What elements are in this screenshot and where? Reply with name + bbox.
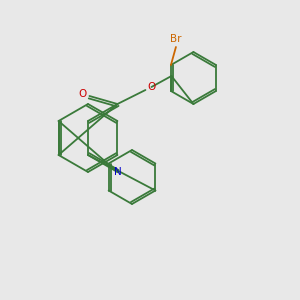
- Text: O: O: [147, 82, 156, 92]
- Text: Br: Br: [170, 34, 182, 44]
- Text: O: O: [78, 89, 87, 99]
- Text: N: N: [114, 167, 121, 177]
